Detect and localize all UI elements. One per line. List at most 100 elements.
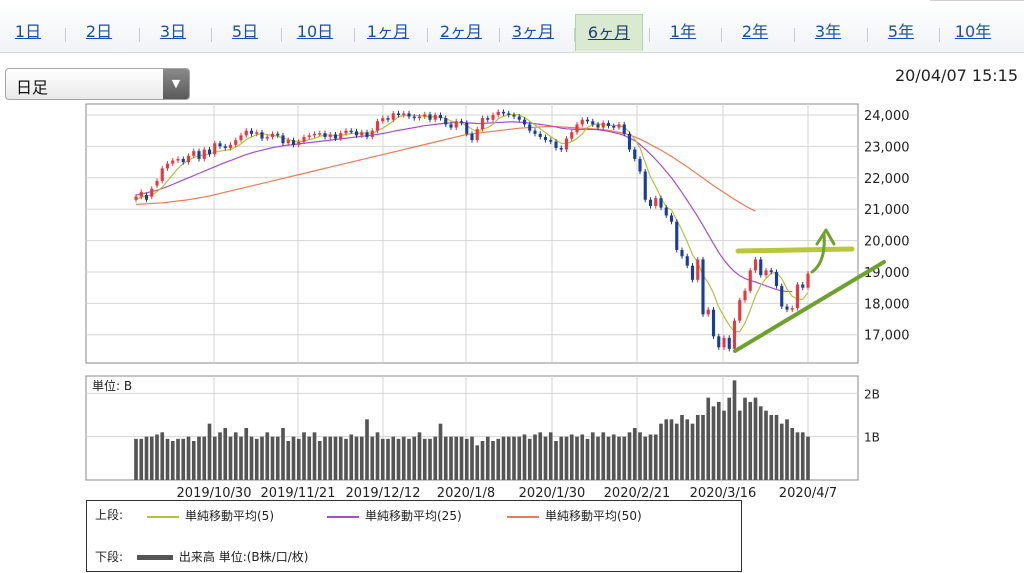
tab-6[interactable]: 1ヶ月 bbox=[366, 22, 410, 41]
tab-separator bbox=[211, 28, 212, 42]
candle-body bbox=[218, 143, 222, 147]
volume-bar bbox=[317, 441, 322, 480]
candle-body bbox=[444, 118, 448, 125]
volume-bar bbox=[470, 436, 474, 480]
legend-ma50-label: 単純移動平均(50) bbox=[545, 509, 642, 523]
legend-ma5-label: 単純移動平均(5) bbox=[185, 509, 274, 523]
candle-body bbox=[643, 171, 647, 200]
volume-bar bbox=[716, 402, 721, 480]
candle-body bbox=[475, 129, 479, 141]
candle-body bbox=[459, 121, 464, 123]
volume-bar bbox=[653, 434, 658, 480]
candle-body bbox=[186, 155, 191, 163]
candle-body bbox=[596, 124, 600, 128]
candle-body bbox=[743, 290, 747, 301]
tab-8[interactable]: 3ヶ月 bbox=[511, 22, 555, 41]
volume-bar bbox=[527, 438, 532, 480]
candle-body bbox=[612, 125, 616, 128]
candle-body bbox=[554, 141, 558, 148]
candle-body bbox=[213, 143, 217, 155]
volume-bar bbox=[260, 436, 264, 480]
x-tick-label: 2020/2/21 bbox=[604, 486, 671, 500]
legend-volume-label: 出来高 単位:(B株/口/枚) bbox=[178, 550, 309, 564]
volume-bar bbox=[464, 438, 469, 480]
price-tick-label: 23,000 bbox=[864, 140, 910, 155]
candle-body bbox=[617, 124, 621, 128]
volume-tick-label: 1B bbox=[864, 431, 880, 445]
volume-bar bbox=[223, 428, 228, 480]
candle-body bbox=[648, 199, 653, 207]
candle-body bbox=[265, 136, 269, 139]
tab-13[interactable]: 5年 bbox=[887, 22, 915, 41]
tab-1[interactable]: 1日 bbox=[14, 22, 42, 41]
candle-body bbox=[286, 140, 290, 144]
candle-body bbox=[606, 122, 611, 126]
volume-bar bbox=[286, 441, 291, 480]
candle-body bbox=[549, 140, 553, 142]
candle-body bbox=[717, 336, 721, 348]
volume-bar bbox=[680, 415, 684, 480]
volume-bar bbox=[239, 436, 243, 480]
x-tick-label: 2020/1/30 bbox=[519, 486, 586, 500]
tab-separator bbox=[794, 28, 795, 42]
price-tick-label: 19,000 bbox=[864, 266, 910, 281]
tab-12[interactable]: 3年 bbox=[814, 22, 842, 41]
volume-bar bbox=[517, 436, 522, 480]
volume-bar bbox=[501, 436, 506, 480]
candle-body bbox=[564, 138, 569, 150]
volume-bar bbox=[543, 436, 548, 480]
tab-11[interactable]: 2年 bbox=[741, 22, 769, 41]
volume-bar bbox=[485, 436, 490, 480]
candle-body bbox=[391, 113, 395, 120]
candle-body bbox=[134, 196, 138, 200]
tab-7[interactable]: 2ヶ月 bbox=[439, 22, 483, 41]
candle-body bbox=[354, 131, 359, 136]
candle-body bbox=[543, 136, 548, 141]
tab-4[interactable]: 5日 bbox=[231, 22, 259, 41]
tab-3[interactable]: 3日 bbox=[159, 22, 187, 41]
volume-bar bbox=[548, 432, 553, 480]
legend-upper-label: 上段: bbox=[95, 508, 124, 522]
legend-ma25-swatch bbox=[327, 515, 359, 518]
candle-body bbox=[333, 134, 338, 139]
tab-5[interactable]: 10日 bbox=[296, 22, 334, 41]
volume-bar bbox=[176, 438, 180, 480]
candle-body bbox=[344, 130, 348, 134]
tab-9[interactable]: 6ヶ月 bbox=[575, 14, 643, 51]
volume-bar bbox=[307, 436, 312, 480]
candle-body bbox=[270, 133, 275, 137]
volume-bar bbox=[769, 415, 774, 480]
volume-bar bbox=[779, 423, 784, 480]
chevron-down-icon[interactable]: ▼ bbox=[163, 69, 189, 99]
legend-volume: 出来高 単位:(B株/口/枚) bbox=[136, 550, 309, 564]
candle-body bbox=[517, 116, 521, 120]
candle-body bbox=[675, 221, 679, 250]
tab-2[interactable]: 2日 bbox=[85, 22, 113, 41]
volume-bar bbox=[349, 434, 354, 480]
candle-body bbox=[638, 158, 642, 172]
candle-body bbox=[312, 133, 317, 136]
legend-ma5: 単純移動平均(5) bbox=[147, 507, 274, 524]
candle-body bbox=[748, 270, 752, 291]
x-tick-label: 2020/3/16 bbox=[690, 486, 757, 500]
tab-separator bbox=[139, 28, 140, 42]
volume-bar bbox=[328, 436, 333, 480]
candle-period-select[interactable]: 日足 ▼ bbox=[5, 68, 190, 100]
candle-body bbox=[234, 140, 238, 145]
volume-bar bbox=[155, 434, 159, 480]
candle-body bbox=[328, 134, 332, 137]
candle-body bbox=[680, 249, 684, 257]
candle-body bbox=[580, 119, 584, 125]
tab-14[interactable]: 10年 bbox=[954, 22, 992, 41]
tab-10[interactable]: 1年 bbox=[669, 22, 697, 41]
volume-bar bbox=[281, 428, 285, 480]
volume-bar bbox=[617, 436, 621, 480]
candle-body bbox=[433, 114, 437, 120]
ma50-line bbox=[135, 126, 756, 212]
candle-body bbox=[533, 130, 537, 134]
volume-bar bbox=[454, 436, 459, 480]
volume-bar bbox=[139, 438, 144, 480]
volume-bar bbox=[296, 438, 301, 480]
volume-bar bbox=[475, 445, 480, 480]
candle-body bbox=[774, 271, 779, 287]
